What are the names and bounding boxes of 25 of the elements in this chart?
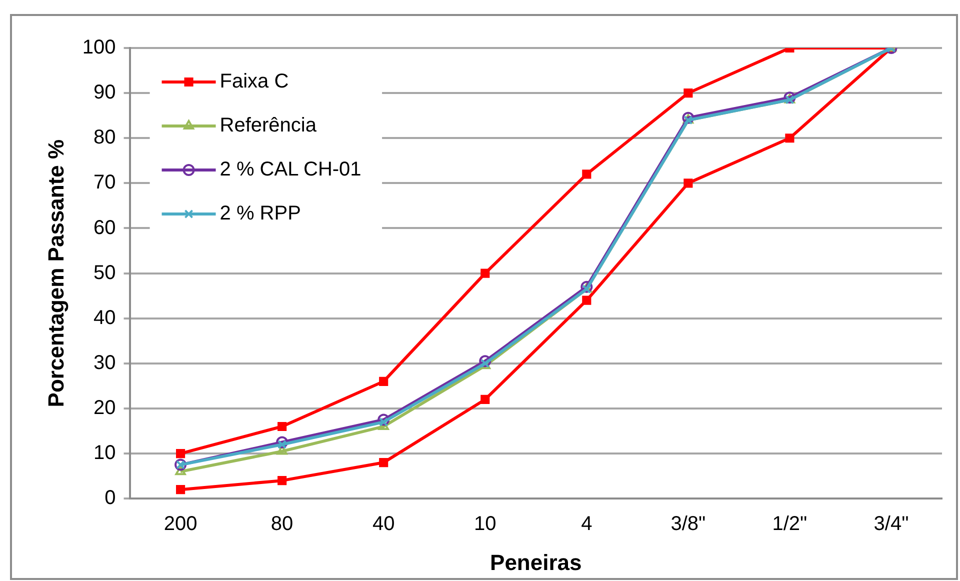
y-tick-label: 40 [94,306,116,329]
x-tick-label: 80 [270,513,294,536]
x-tick-label: 3/8" [670,513,706,536]
legend-label: 2 % RPP [220,202,301,225]
x-tick-label: 200 [164,513,198,536]
x-tick-label: 4 [581,513,592,536]
legend-label: Referência [220,114,318,137]
x-axis-title: Peneiras [490,550,582,575]
y-tick-label: 20 [94,396,116,419]
y-tick-label: 80 [94,126,116,149]
legend-label: 2 % CAL CH-01 [220,158,362,181]
y-tick-label: 60 [94,216,116,239]
y-tick-label: 30 [94,352,116,374]
y-tick-label: 0 [104,487,116,510]
x-tick-label: 1/2" [772,513,808,536]
y-tick-label: 100 [82,36,116,59]
y-tick-label: 90 [94,82,116,104]
y-tick-label: 10 [94,442,116,464]
x-tick-label: 40 [372,513,395,536]
y-tick-label: 50 [94,262,116,284]
y-tick-label: 70 [94,172,116,194]
x-tick-label: 10 [474,513,496,536]
x-tick-label: 3/4" [874,513,909,536]
legend-label: Faixa C [220,70,289,93]
y-axis-title: Porcentagem Passante % [43,139,68,408]
